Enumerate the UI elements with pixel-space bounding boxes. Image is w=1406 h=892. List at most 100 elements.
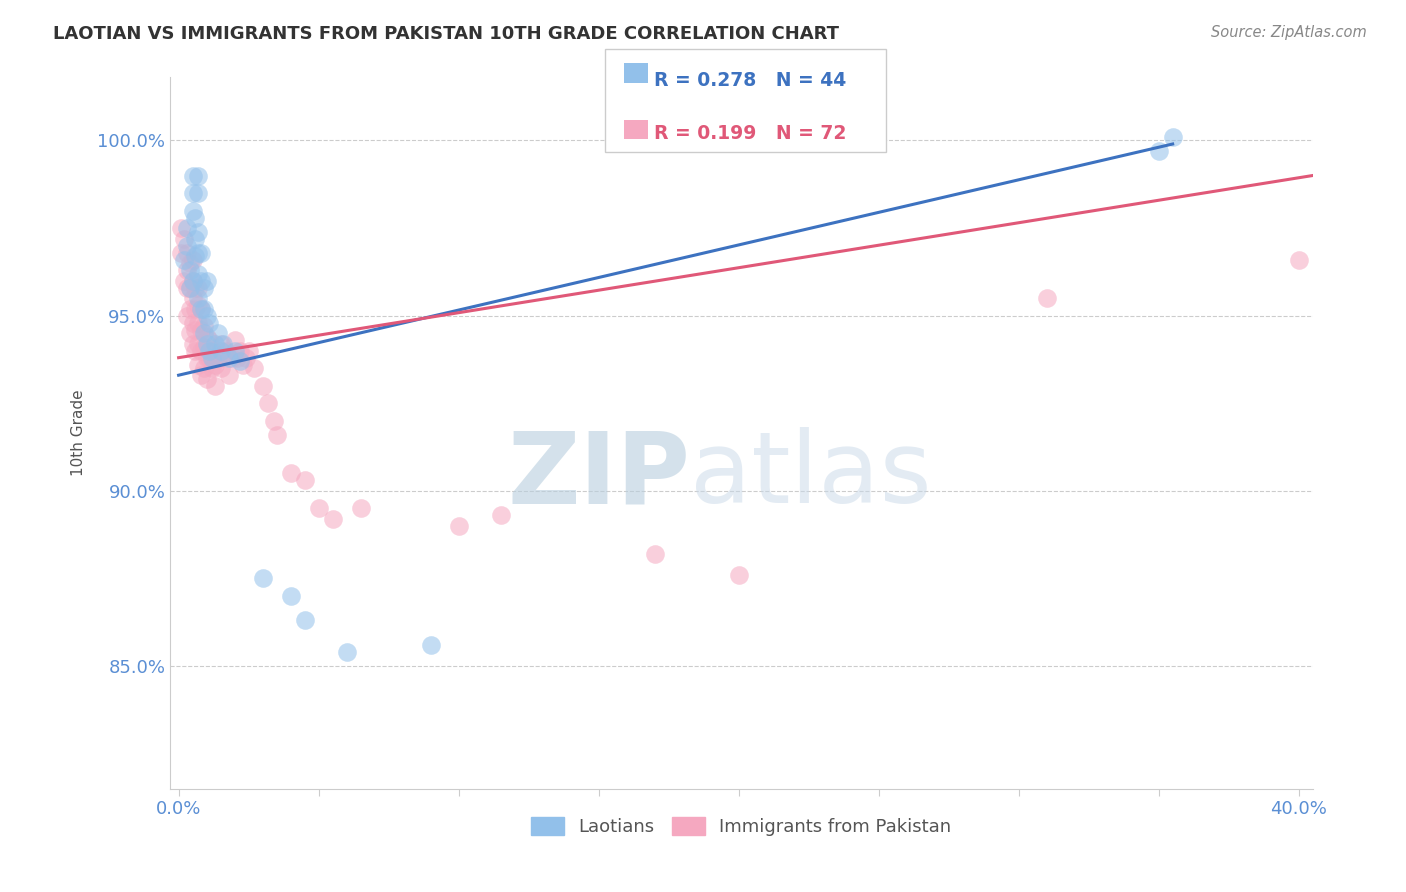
Point [176, 280, 198, 294]
Point [243, 361, 266, 376]
Point [294, 473, 316, 487]
Point [181, 186, 204, 200]
Point [184, 211, 207, 225]
Point [184, 323, 207, 337]
Point [198, 316, 221, 330]
Point [195, 372, 218, 386]
Point [187, 225, 209, 239]
Point [170, 245, 193, 260]
Point [193, 280, 215, 294]
Y-axis label: 10th Grade: 10th Grade [72, 390, 86, 476]
Point [252, 378, 274, 392]
Point [181, 316, 204, 330]
Point [207, 351, 229, 365]
Point [184, 343, 207, 358]
Point [190, 343, 212, 358]
Point [201, 343, 224, 358]
Point [218, 368, 240, 383]
Point [212, 351, 235, 365]
Point [294, 614, 316, 628]
Point [176, 309, 198, 323]
Point [179, 280, 201, 294]
Point [170, 221, 193, 235]
Point [1288, 252, 1310, 267]
Point [204, 378, 226, 392]
Point [195, 329, 218, 343]
Point [176, 238, 198, 252]
Point [226, 351, 249, 365]
Point [209, 361, 232, 376]
Text: R = 0.278   N = 44: R = 0.278 N = 44 [654, 71, 846, 90]
Point [204, 358, 226, 372]
Point [190, 245, 212, 260]
Point [184, 301, 207, 316]
Point [179, 256, 201, 270]
Point [207, 326, 229, 340]
Point [187, 291, 209, 305]
Point [322, 512, 344, 526]
Point [232, 358, 254, 372]
Point [193, 326, 215, 340]
Point [238, 343, 260, 358]
Point [195, 351, 218, 365]
Point [181, 252, 204, 267]
Point [224, 333, 246, 347]
Point [181, 274, 204, 288]
Point [173, 274, 195, 288]
Point [179, 301, 201, 316]
Point [195, 309, 218, 323]
Point [349, 501, 371, 516]
Point [187, 358, 209, 372]
Point [229, 354, 252, 368]
Point [266, 427, 288, 442]
Point [193, 340, 215, 354]
Point [229, 343, 252, 358]
Point [187, 298, 209, 312]
Point [187, 245, 209, 260]
Point [181, 291, 204, 305]
Point [179, 280, 201, 294]
Point [489, 508, 512, 523]
Point [193, 301, 215, 316]
Point [184, 249, 207, 263]
Point [280, 589, 302, 603]
Point [235, 351, 257, 365]
Text: R = 0.199   N = 72: R = 0.199 N = 72 [654, 124, 846, 143]
Point [1147, 144, 1170, 158]
Point [187, 169, 209, 183]
Point [190, 301, 212, 316]
Point [176, 245, 198, 260]
Point [181, 274, 204, 288]
Point [209, 343, 232, 358]
Point [176, 263, 198, 277]
Point [190, 274, 212, 288]
Point [190, 301, 212, 316]
Point [181, 169, 204, 183]
Point [336, 645, 359, 659]
Point [447, 518, 470, 533]
Point [224, 343, 246, 358]
Point [201, 361, 224, 376]
Point [181, 203, 204, 218]
Point [193, 361, 215, 376]
Point [187, 186, 209, 200]
Point [198, 333, 221, 347]
Point [215, 343, 238, 358]
Point [195, 274, 218, 288]
Point [184, 231, 207, 245]
Point [181, 336, 204, 351]
Point [209, 343, 232, 358]
Point [644, 547, 666, 561]
Text: Source: ZipAtlas.com: Source: ZipAtlas.com [1211, 25, 1367, 40]
Point [201, 351, 224, 365]
Point [176, 221, 198, 235]
Text: LAOTIAN VS IMMIGRANTS FROM PAKISTAN 10TH GRADE CORRELATION CHART: LAOTIAN VS IMMIGRANTS FROM PAKISTAN 10TH… [53, 25, 839, 43]
Point [204, 336, 226, 351]
Point [280, 467, 302, 481]
Text: atlas: atlas [690, 427, 932, 524]
Point [187, 280, 209, 294]
Point [195, 336, 218, 351]
Legend: Laotians, Immigrants from Pakistan: Laotians, Immigrants from Pakistan [524, 810, 959, 844]
Point [308, 501, 330, 516]
Point [263, 414, 285, 428]
